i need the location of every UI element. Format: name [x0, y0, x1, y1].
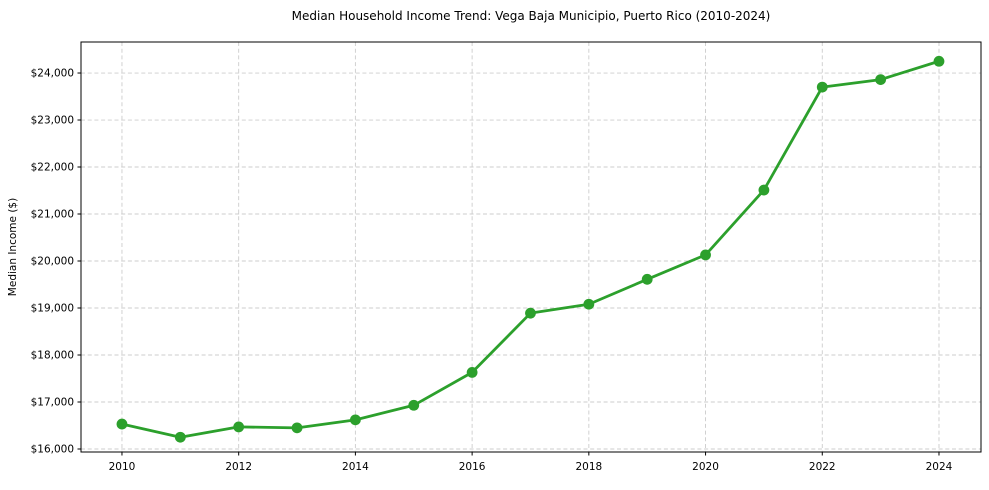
data-point — [174, 431, 186, 443]
data-point — [641, 273, 653, 285]
x-tick-labels-layer: 2010 2012 2014 2016 2018 2020 2022 2024 — [109, 461, 953, 473]
data-point — [116, 418, 128, 430]
data-point — [583, 298, 595, 310]
plot-border — [80, 41, 982, 453]
series-line — [120, 59, 941, 439]
x-tick-label: 2022 — [809, 461, 836, 473]
data-series-layer — [116, 55, 945, 443]
y-tick-label: $20,000 — [31, 256, 74, 268]
data-point — [466, 366, 478, 378]
data-point — [350, 414, 361, 426]
x-tick-label: 2018 — [575, 461, 602, 473]
y-tick-label: $24,000 — [31, 68, 74, 80]
x-tick-label: 2024 — [926, 461, 953, 473]
data-point — [408, 399, 420, 411]
axis-ticks-layer — [77, 72, 940, 456]
y-tick-label: $17,000 — [31, 397, 74, 409]
y-axis-label: Median Income ($) — [7, 198, 19, 296]
x-tick-label: 2014 — [342, 461, 369, 473]
y-tick-label: $19,000 — [31, 303, 74, 315]
chart-title: Median Household Income Trend: Vega Baja… — [292, 9, 771, 23]
data-point — [525, 307, 536, 319]
y-tick-label: $21,000 — [31, 209, 74, 221]
x-tick-label: 2010 — [109, 461, 136, 473]
x-tick-label: 2012 — [225, 461, 252, 473]
data-point — [933, 55, 945, 67]
data-point — [816, 81, 828, 93]
data-point — [758, 184, 770, 196]
y-tick-label: $23,000 — [31, 115, 74, 127]
data-point — [700, 249, 711, 261]
x-tick-label: 2016 — [459, 461, 486, 473]
y-tick-labels-layer: $16,000 $17,000 $18,000 $19,000 $20,000 $21,0… — [31, 68, 74, 456]
gridlines-layer — [81, 42, 981, 452]
x-tick-label: 2020 — [692, 461, 719, 473]
data-point — [233, 421, 245, 433]
y-tick-label: $16,000 — [31, 444, 74, 456]
data-point — [875, 74, 887, 85]
data-point — [291, 422, 303, 434]
y-tick-label: $22,000 — [31, 162, 74, 174]
y-tick-label: $18,000 — [31, 350, 74, 362]
